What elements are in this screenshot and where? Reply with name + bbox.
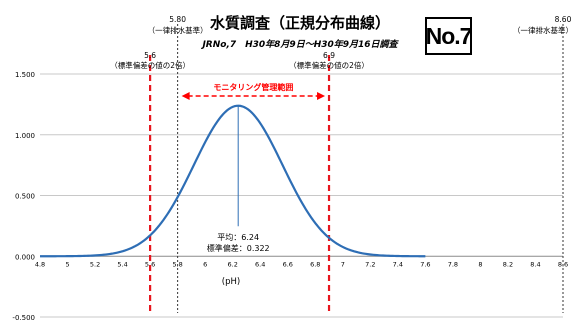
- x-tick-label: 8.4: [530, 260, 540, 268]
- x-tick-label: 6.4: [255, 260, 265, 268]
- reference-line-label: （標準偏差の値の2倍）: [110, 60, 190, 70]
- x-tick-label: 8: [478, 260, 482, 268]
- y-tick-labels: -0.500 0.000 0.500 1.000 1.500: [12, 71, 35, 322]
- y-tick-label: 1.500: [15, 71, 35, 79]
- std-annotation: 標準偏差：0.322: [207, 243, 270, 253]
- arrow-head-right: [317, 92, 326, 100]
- reference-line-value: 5.80: [169, 15, 186, 24]
- x-tick-label: 6.6: [283, 260, 293, 268]
- x-tick-labels: 4.855.25.45.65.866.26.46.66.877.27.47.67…: [35, 260, 568, 268]
- x-axis-label: (pH): [222, 277, 240, 287]
- x-tick-label: 6: [203, 260, 207, 268]
- series-group: [40, 104, 426, 258]
- x-tick-label: 6.2: [228, 260, 238, 268]
- x-tick-label: 4.8: [35, 260, 45, 268]
- reference-lines: （標準偏差の値の2倍）5.6（標準偏差の値の2倍）6.95.80（一律排水基準）…: [110, 15, 573, 313]
- reference-line-label: （一律排水基準）: [148, 25, 208, 35]
- distribution-curve: [40, 104, 426, 258]
- reference-line-label: （一律排水基準）: [513, 25, 573, 35]
- reference-line-value: 6.9: [323, 51, 335, 60]
- y-tick-label: -0.500: [12, 314, 35, 322]
- number-badge: No.7: [425, 17, 472, 55]
- x-tick-label: 5.6: [145, 260, 155, 268]
- y-tick-label: 1.000: [15, 132, 35, 140]
- x-tick-label: 5.4: [117, 260, 127, 268]
- x-tick-label: 7.8: [448, 260, 458, 268]
- y-tick-label: 0.500: [15, 193, 35, 201]
- reference-line-value: 8.60: [555, 15, 572, 24]
- x-tick-label: 7.4: [393, 260, 403, 268]
- x-tick-label: 8.2: [503, 260, 513, 268]
- arrow-head-left: [181, 92, 190, 100]
- x-tick-label: 6.8: [310, 260, 320, 268]
- x-tick-label: 7.2: [365, 260, 375, 268]
- reference-line-label: （標準偏差の値の2倍）: [289, 60, 369, 70]
- x-tick-label: 7: [341, 260, 345, 268]
- x-tick-label: 5.2: [90, 260, 100, 268]
- gridlines: [40, 73, 563, 318]
- mean-annotation: 平均：6.24: [217, 232, 259, 242]
- reference-line-value: 5.6: [144, 51, 156, 60]
- chart-subtitle: JRNo,7 H30年8月9日～H30年9月16日調査: [200, 39, 399, 50]
- y-tick-label: 0.000: [15, 253, 35, 261]
- x-tick-label: 5: [65, 260, 69, 268]
- monitoring-range-label: モニタリング管理範囲: [213, 82, 293, 92]
- chart-title: 水質調査（正規分布曲線）: [210, 14, 390, 32]
- x-tick-label: 7.6: [420, 260, 430, 268]
